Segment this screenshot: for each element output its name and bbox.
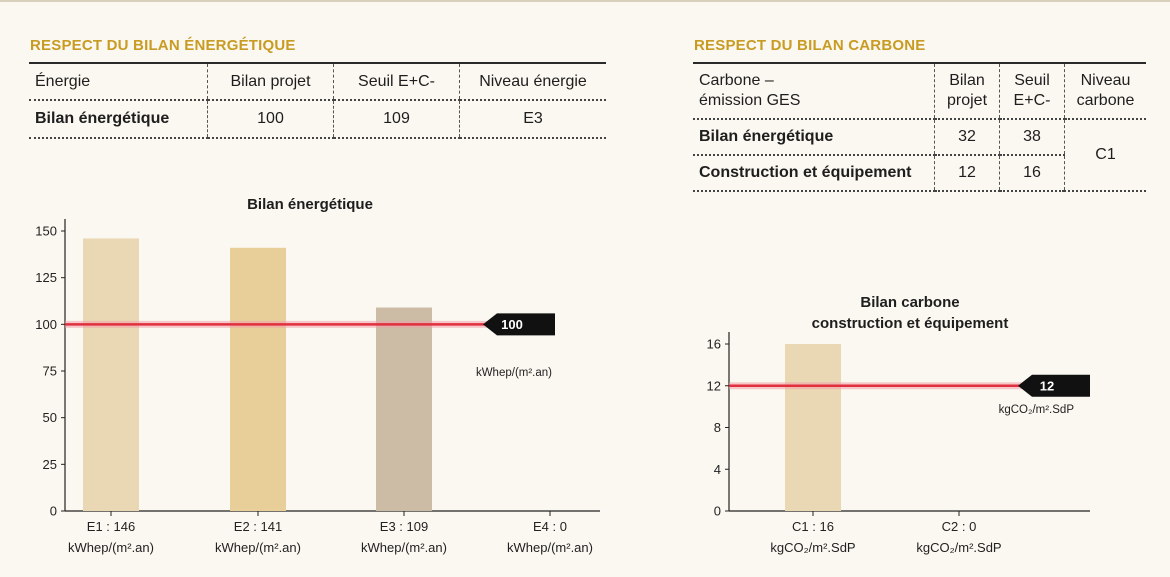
top-border: [0, 0, 1170, 2]
carbon-section-title: RESPECT DU BILAN CARBONE: [694, 37, 926, 54]
carbon-category-unit: kgCO₂/m².SdP: [916, 540, 1001, 555]
energy-reference-value: 100: [501, 317, 523, 332]
carbon-category-label: C1 : 16: [792, 519, 834, 534]
energy-y-tick-label: 125: [35, 270, 57, 285]
carbon-y-tick-label: 0: [714, 504, 721, 519]
energy-header-2: Seuil E+C-: [333, 62, 460, 101]
carbon-row-1-projet: 12: [934, 155, 1000, 192]
carbon-header-2: Seuil E+C-: [999, 62, 1065, 120]
energy-y-tick-label: 50: [43, 410, 57, 425]
carbon-reference-value: 12: [1040, 378, 1054, 393]
energy-category-unit: kWhep/(m².an): [361, 540, 447, 555]
energy-y-tick-label: 100: [35, 317, 57, 332]
energy-category-label: E4 : 0: [533, 519, 567, 534]
carbon-row-1-seuil: 16: [999, 155, 1065, 192]
energy-bar: [83, 238, 139, 511]
carbon-category-label: C2 : 0: [942, 519, 977, 534]
carbon-row-0-projet: 32: [934, 119, 1000, 156]
carbon-row-0-label: Bilan énergétique: [693, 119, 935, 156]
energy-reference-unit: kWhep/(m².an): [476, 367, 552, 379]
carbon-header-0: Carbone – émission GES: [693, 62, 935, 120]
energy-header-0: Énergie: [29, 62, 208, 101]
energy-table: Énergie Bilan projet Seuil E+C- Niveau é…: [29, 62, 606, 139]
energy-y-tick-label: 25: [43, 457, 57, 472]
carbon-row-0-seuil: 38: [999, 119, 1065, 156]
carbon-niveau: C1: [1064, 119, 1146, 192]
carbon-chart-title: Bilan carbone construction et équipement: [811, 294, 1009, 332]
energy-row-seuil: 109: [333, 100, 460, 139]
energy-reference-badge: [483, 313, 555, 336]
carbon-reference-unit: kgCO₂/m².SdP: [999, 404, 1075, 416]
carbon-header-1: Bilan projet: [934, 62, 1000, 120]
energy-bar: [230, 247, 286, 512]
carbon-y-tick-label: 8: [714, 420, 721, 435]
energy-category-unit: kWhep/(m².an): [507, 540, 593, 555]
carbon-y-tick-label: 12: [707, 378, 721, 393]
energy-row-niveau: E3: [459, 100, 606, 139]
energy-category-unit: kWhep/(m².an): [68, 540, 154, 555]
energy-bar: [376, 307, 432, 511]
carbon-reference-badge: [1018, 374, 1090, 397]
carbon-category-unit: kgCO₂/m².SdP: [770, 540, 855, 555]
energy-y-tick-label: 0: [50, 504, 57, 519]
energy-chart-title: Bilan énergétique: [247, 196, 373, 213]
energy-row-label: Bilan énergétique: [29, 100, 208, 139]
energy-category-label: E2 : 141: [234, 519, 282, 534]
carbon-y-tick-label: 4: [714, 462, 721, 477]
energy-category-label: E3 : 109: [380, 519, 428, 534]
energy-section-title: RESPECT DU BILAN ÉNERGÉTIQUE: [30, 37, 296, 54]
carbon-table: Carbone – émission GES Bilan projet Seui…: [693, 62, 1146, 192]
energy-y-tick-label: 150: [35, 224, 57, 239]
energy-category-label: E1 : 146: [87, 519, 135, 534]
carbon-header-3: Niveau carbone: [1064, 62, 1146, 120]
energy-category-unit: kWhep/(m².an): [215, 540, 301, 555]
energy-header-3: Niveau énergie: [459, 62, 606, 101]
carbon-bar: [785, 344, 841, 511]
energy-header-1: Bilan projet: [207, 62, 334, 101]
energy-row-projet: 100: [207, 100, 334, 139]
carbon-row-1-label: Construction et équipement: [693, 155, 935, 192]
carbon-y-tick-label: 16: [707, 337, 721, 352]
energy-y-tick-label: 75: [43, 364, 57, 379]
